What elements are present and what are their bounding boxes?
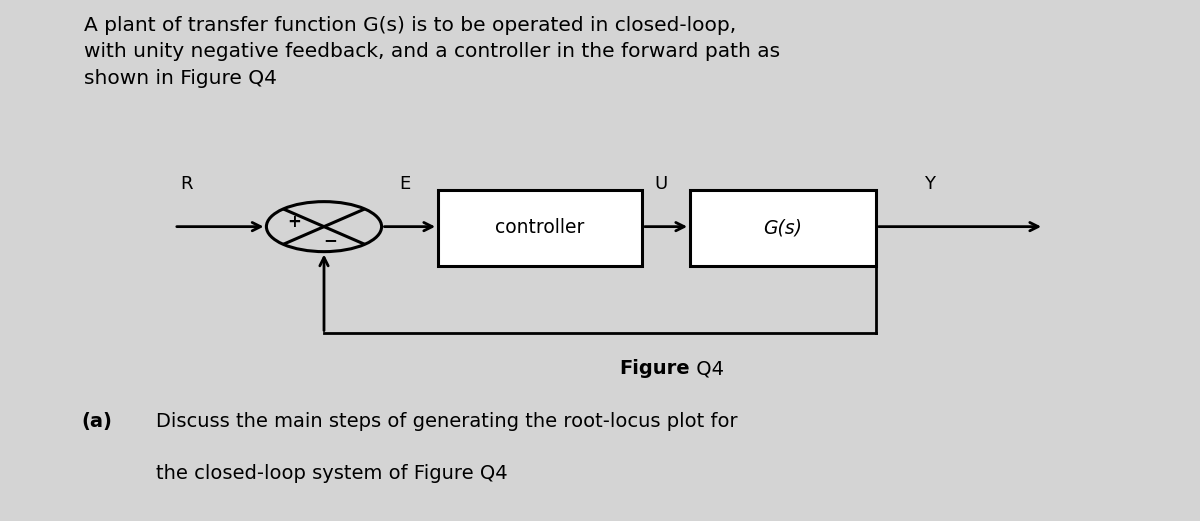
Text: (a): (a)	[82, 412, 113, 430]
Text: −: −	[323, 231, 337, 250]
Text: +: +	[287, 213, 301, 231]
Bar	[690, 190, 876, 266]
Bar	[438, 190, 642, 266]
Text: the closed-loop system of Figure Q4: the closed-loop system of Figure Q4	[156, 464, 508, 482]
Text: R: R	[180, 175, 192, 193]
Text: Figure: Figure	[619, 359, 690, 378]
Text: G(s): G(s)	[763, 218, 803, 238]
Text: Q4: Q4	[690, 359, 724, 378]
Text: A plant of transfer function G(s) is to be operated in closed-loop,
with unity n: A plant of transfer function G(s) is to …	[84, 16, 780, 88]
Text: U: U	[654, 175, 667, 193]
Text: Discuss the main steps of generating the root-locus plot for: Discuss the main steps of generating the…	[156, 412, 738, 430]
Text: E: E	[400, 175, 410, 193]
Text: controller: controller	[496, 218, 584, 238]
Text: Y: Y	[924, 175, 935, 193]
